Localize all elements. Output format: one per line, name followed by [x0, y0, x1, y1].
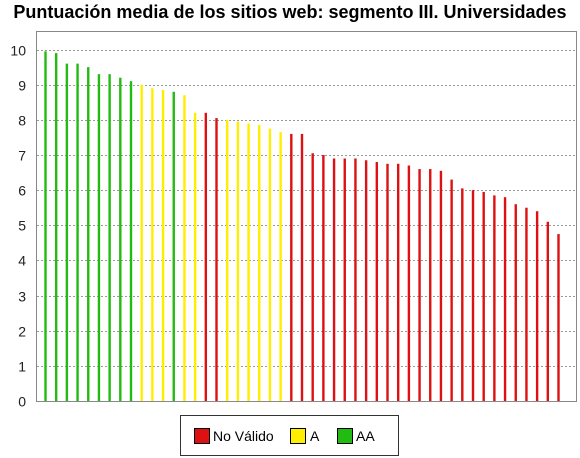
bar	[97, 74, 101, 402]
bar	[525, 207, 528, 401]
y-tick-label: 1	[18, 359, 26, 375]
legend-box	[180, 415, 399, 456]
chart-title: Puntuación media de los sitios web: segm…	[13, 2, 566, 22]
y-axis-ticks: 0 1 2 3 4 5 6 7 8 9 10	[10, 43, 26, 410]
bar	[546, 221, 550, 401]
bar	[44, 51, 47, 401]
bar	[418, 169, 421, 401]
bar	[87, 67, 90, 401]
bar	[193, 112, 197, 401]
bar	[407, 165, 411, 401]
bar	[300, 133, 304, 401]
bar	[129, 81, 133, 401]
legend-label-no-valido: No Válido	[213, 428, 274, 444]
bar	[439, 170, 443, 401]
bar	[493, 195, 496, 401]
bar	[172, 91, 175, 402]
bar	[204, 112, 208, 401]
bar	[354, 158, 357, 401]
y-tick-label: 8	[18, 113, 26, 129]
y-tick-label: 4	[18, 253, 26, 269]
bar	[535, 211, 539, 401]
bar	[461, 188, 464, 401]
bar	[322, 155, 325, 401]
legend-swatch-aa	[337, 428, 353, 444]
y-tick-label: 7	[18, 148, 26, 164]
plot-area	[36, 31, 577, 402]
y-tick-label: 6	[18, 183, 26, 199]
bar	[247, 123, 250, 402]
bar	[183, 95, 186, 401]
bar	[161, 89, 165, 402]
bar	[236, 121, 240, 402]
y-tick-label: 5	[18, 218, 26, 234]
bar	[290, 133, 293, 401]
y-tick-label: 9	[18, 78, 26, 94]
gridlines	[37, 50, 576, 367]
bar	[332, 158, 336, 401]
legend-swatch-no-valido	[194, 428, 210, 444]
bar	[215, 118, 218, 401]
bar	[225, 119, 229, 402]
bar	[375, 162, 379, 401]
bars	[44, 51, 560, 402]
bar	[119, 77, 122, 401]
bar	[76, 63, 79, 401]
bar	[311, 153, 314, 401]
legend: No Válido A AA	[180, 415, 399, 456]
bar	[482, 191, 485, 401]
bar	[140, 84, 143, 402]
bar	[279, 132, 282, 401]
bar	[258, 125, 261, 401]
y-tick-label: 2	[18, 324, 26, 340]
bar	[268, 128, 272, 401]
bar	[471, 190, 475, 401]
legend-label-a: A	[310, 428, 320, 444]
bar	[503, 197, 507, 401]
legend-label-aa: AA	[356, 428, 375, 444]
bar	[386, 163, 389, 401]
bar	[54, 53, 58, 402]
bar	[108, 74, 111, 402]
y-tick-label: 10	[10, 43, 26, 59]
y-tick-label: 3	[18, 289, 26, 305]
bar	[343, 158, 346, 401]
bar	[450, 179, 453, 401]
y-tick-label: 0	[18, 394, 26, 410]
bar	[65, 63, 69, 401]
bar	[557, 234, 560, 401]
bar	[151, 88, 154, 401]
bar	[396, 163, 400, 401]
bar	[514, 204, 517, 401]
bar	[429, 169, 432, 401]
legend-swatch-a	[290, 428, 306, 444]
bar	[364, 160, 368, 401]
